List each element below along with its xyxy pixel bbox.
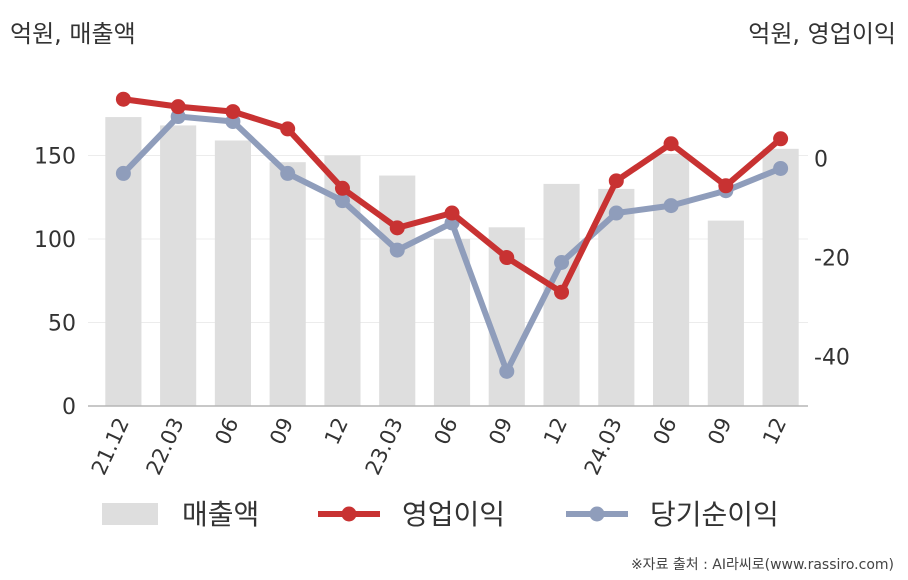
right-axis-unit: 억원, 영업이익 bbox=[748, 20, 896, 48]
net-income-point bbox=[663, 198, 679, 214]
x-axis-ticks: 21.12 22.03 06 09 12 23.03 06 09 12 24.03 06 09 12 bbox=[87, 414, 791, 479]
right-axis-ticks: 0 -20 -40 bbox=[814, 148, 850, 371]
left-tick-label: 0 bbox=[62, 395, 76, 420]
left-tick-label: 150 bbox=[34, 145, 76, 170]
x-tick-label: 12 bbox=[539, 414, 572, 448]
legend-label-revenue: 매출액 bbox=[182, 498, 259, 531]
net-income-point bbox=[334, 193, 350, 209]
net-income-point bbox=[280, 165, 296, 181]
operating-profit-point bbox=[718, 178, 734, 194]
operating-profit-point bbox=[115, 91, 131, 107]
x-tick-label: 06 bbox=[429, 414, 462, 448]
legend-marker-operating-profit bbox=[341, 506, 357, 522]
legend-label-operating-profit: 영업이익 bbox=[402, 498, 505, 531]
x-tick-label: 21.12 bbox=[87, 414, 134, 479]
x-tick-label: 12 bbox=[758, 414, 791, 448]
net-income-point bbox=[554, 255, 570, 271]
x-tick-label: 09 bbox=[484, 414, 517, 448]
right-tick-label: -20 bbox=[814, 247, 850, 272]
bar-revenue bbox=[160, 125, 197, 406]
bar-revenue bbox=[269, 162, 306, 406]
x-tick-label: 06 bbox=[649, 414, 682, 448]
net-income-point bbox=[499, 363, 515, 379]
legend-label-net-income: 당기순이익 bbox=[650, 498, 779, 531]
operating-profit-point bbox=[389, 220, 405, 236]
bar-revenue bbox=[653, 153, 690, 406]
x-tick-label: 09 bbox=[265, 414, 298, 448]
x-tick-label: 23.03 bbox=[361, 414, 408, 479]
x-tick-label: 06 bbox=[210, 414, 243, 448]
operating-profit-point bbox=[444, 205, 460, 221]
legend: 매출액 영업이익 당기순이익 bbox=[102, 498, 779, 531]
operating-profit-point bbox=[334, 180, 350, 196]
bar-revenue bbox=[707, 220, 744, 406]
legend-swatch-revenue bbox=[102, 503, 158, 525]
legend-marker-net-income bbox=[589, 506, 605, 522]
operating-profit-point bbox=[170, 99, 186, 115]
bar-revenue bbox=[762, 148, 799, 406]
operating-profit-point bbox=[663, 136, 679, 152]
operating-profit-point bbox=[554, 284, 570, 300]
right-tick-label: 0 bbox=[814, 148, 828, 173]
net-income-point bbox=[608, 205, 624, 221]
x-tick-label: 12 bbox=[320, 414, 353, 448]
x-tick-label: 22.03 bbox=[142, 414, 189, 479]
left-axis-unit: 억원, 매출액 bbox=[10, 20, 136, 48]
net-income-point bbox=[773, 160, 789, 176]
left-tick-label: 100 bbox=[34, 228, 76, 253]
net-income-point bbox=[389, 242, 405, 258]
right-tick-label: -40 bbox=[814, 346, 850, 371]
operating-profit-point bbox=[499, 250, 515, 266]
bar-revenue bbox=[433, 239, 471, 406]
left-axis-ticks: 0 50 100 150 bbox=[34, 145, 76, 421]
operating-profit-point bbox=[280, 121, 296, 137]
bar-revenue bbox=[214, 140, 251, 406]
x-tick-label: 24.03 bbox=[580, 414, 627, 479]
line-series bbox=[115, 91, 789, 379]
operating-profit-point bbox=[773, 131, 789, 147]
operating-profit-point bbox=[608, 173, 624, 189]
source-note: ※자료 출처 : AI라씨로(www.rassiro.com) bbox=[630, 557, 894, 573]
left-tick-label: 50 bbox=[48, 312, 76, 337]
bar-revenue bbox=[379, 175, 416, 406]
net-income-point bbox=[115, 165, 131, 181]
operating-profit-point bbox=[225, 104, 241, 120]
x-tick-label: 09 bbox=[703, 414, 736, 448]
